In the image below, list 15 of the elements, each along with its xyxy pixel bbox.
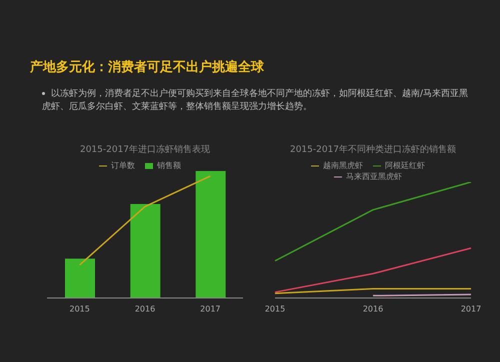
x-tick-label: 2015: [264, 304, 286, 314]
text: 产地多元化：消费者可足不出户挑遍全球: [30, 58, 265, 76]
legend-label: 阿根廷红虾: [385, 161, 425, 170]
x-tick-label: 2017: [200, 304, 221, 314]
chart-title: 2015-2017年进口冻虾销售表现: [78, 144, 212, 156]
x-tick-label: 2016: [362, 304, 384, 314]
x-tick-label: 2017: [460, 304, 482, 314]
legend-label: 订单数: [111, 161, 135, 170]
legend-label: 越南黑虎虾: [323, 161, 363, 170]
x-tick-label: 2016: [134, 304, 156, 314]
x-tick-label: 2015: [69, 304, 90, 314]
text: 以冻虾为例，消费者足不出户便可购买到来自全球各地不同产地的冻虾，如阿根廷红虾、越南/马来西亚黑虎虾、厄瓜多尔白虾、文莱蓝虾等，整体销售额呈现强力增长趋势。: [41, 88, 470, 114]
legend-label: 马来西亚黑虎虾: [346, 172, 402, 181]
chart-title: 2015-2017年不同种类进口冻虾的销售额: [288, 144, 458, 156]
legend-label: 销售额: [157, 161, 181, 170]
